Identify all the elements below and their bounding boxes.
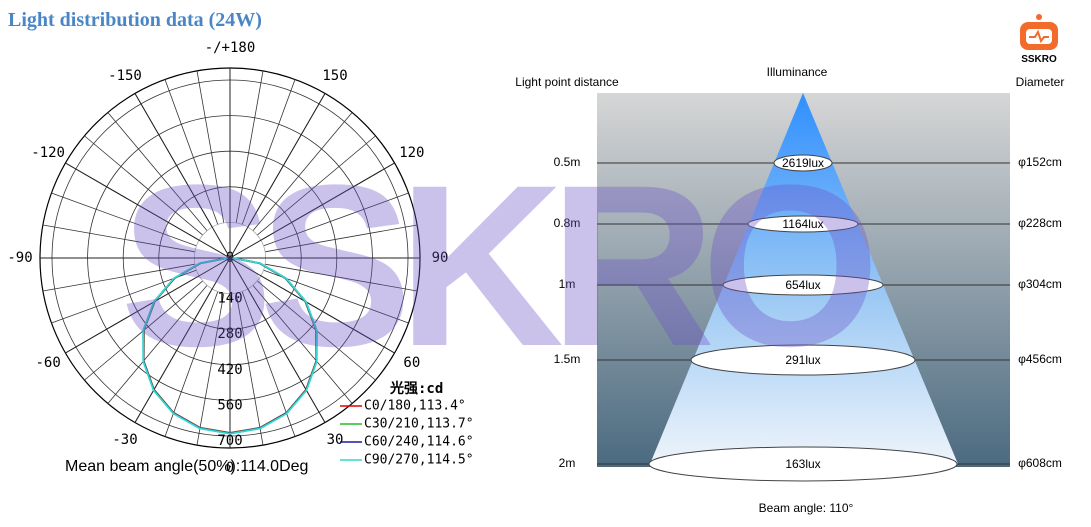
footer: Mean beam angle(50%):114.0Deg xyxy=(65,458,308,475)
spoke xyxy=(107,112,208,231)
angle-tick-label: 150 xyxy=(322,68,347,84)
legend-title: 光强:cd xyxy=(389,380,443,397)
legend-label: C90/270,114.5° xyxy=(364,453,474,468)
spoke xyxy=(264,224,418,253)
beam-ellipse xyxy=(690,344,916,376)
angle-tick-label: -150 xyxy=(108,68,142,84)
illuminance-diagram: Light point distance Illuminance Diameter B… xyxy=(515,65,1064,515)
spoke xyxy=(235,70,264,224)
diameter-label: φ228cm xyxy=(1018,216,1062,230)
lux-label: 2619lux xyxy=(782,156,824,170)
angle-tick xyxy=(65,162,231,259)
spoke xyxy=(196,70,225,224)
spoke xyxy=(235,292,264,446)
beam-angle: Beam angle: 110° xyxy=(759,501,854,515)
angle-tick-label: 120 xyxy=(399,145,424,161)
beam-ellipse xyxy=(722,274,884,296)
angle-tick xyxy=(229,93,326,259)
angle-tick-label: -30 xyxy=(112,432,137,448)
distance-label: 0.5m xyxy=(554,155,581,169)
spoke xyxy=(263,192,409,247)
spoke xyxy=(42,224,196,253)
polar-chart: 0140280420560700-/+1801501209060300-30-6… xyxy=(7,40,473,476)
lux-label: 1164lux xyxy=(782,217,823,231)
diameter-label: φ608cm xyxy=(1018,456,1062,470)
angle-tick-label: 90 xyxy=(432,250,449,266)
lux-label: 291lux xyxy=(785,353,820,367)
diameter-label: φ456cm xyxy=(1018,352,1062,366)
spoke xyxy=(252,112,353,231)
beam-ellipse xyxy=(648,446,958,482)
spoke xyxy=(107,285,208,404)
column-label: Diameter xyxy=(1016,75,1065,89)
legend-label: C0/180,113.4° xyxy=(364,399,466,414)
spoke xyxy=(264,263,418,292)
lux-label: 163lux xyxy=(785,457,820,471)
angle-tick-label: 30 xyxy=(327,432,344,448)
distance-label: 1m xyxy=(559,277,576,291)
angle-tick xyxy=(134,93,231,259)
spoke xyxy=(51,192,197,247)
spoke xyxy=(84,135,203,236)
distance-label: 2m xyxy=(559,456,576,470)
spoke xyxy=(196,292,225,446)
distance-label: 1.5m xyxy=(554,352,581,366)
lux-label: 654lux xyxy=(785,278,820,292)
diameter-label: φ304cm xyxy=(1018,277,1062,291)
diameter-label: φ152cm xyxy=(1018,155,1062,169)
page-title: Light distribution data (24W) xyxy=(8,9,262,31)
spoke xyxy=(164,79,219,225)
angle-tick xyxy=(229,257,326,423)
intensity-curve xyxy=(142,257,318,435)
angle-tick xyxy=(229,257,395,354)
diagram-title: Illuminance xyxy=(767,65,828,79)
watermark: SSKRO xyxy=(120,137,880,394)
beam-ellipse xyxy=(747,215,859,233)
angle-tick-label: -120 xyxy=(31,145,65,161)
logo: SSKRO xyxy=(1020,14,1058,65)
brand: SSKRO xyxy=(1021,54,1057,65)
spoke xyxy=(257,135,376,236)
angle-tick-label: 0 xyxy=(226,460,234,476)
angle-tick xyxy=(229,162,395,259)
spoke xyxy=(42,263,196,292)
spoke xyxy=(241,79,296,225)
beam-ellipse xyxy=(773,154,833,172)
column-label: Light point distance xyxy=(515,75,619,89)
angle-tick xyxy=(134,257,231,423)
angle-tick xyxy=(65,257,231,354)
angle-tick-label: 60 xyxy=(403,355,420,371)
angle-tick-label: -90 xyxy=(7,250,32,266)
angle-tick-label: -60 xyxy=(35,355,60,371)
legend-label: C30/210,113.7° xyxy=(364,417,474,432)
legend-label: C60/240,114.6° xyxy=(364,435,474,450)
spoke xyxy=(252,285,353,404)
distance-label: 0.8m xyxy=(554,216,581,230)
angle-tick-label: -/+180 xyxy=(205,40,256,56)
